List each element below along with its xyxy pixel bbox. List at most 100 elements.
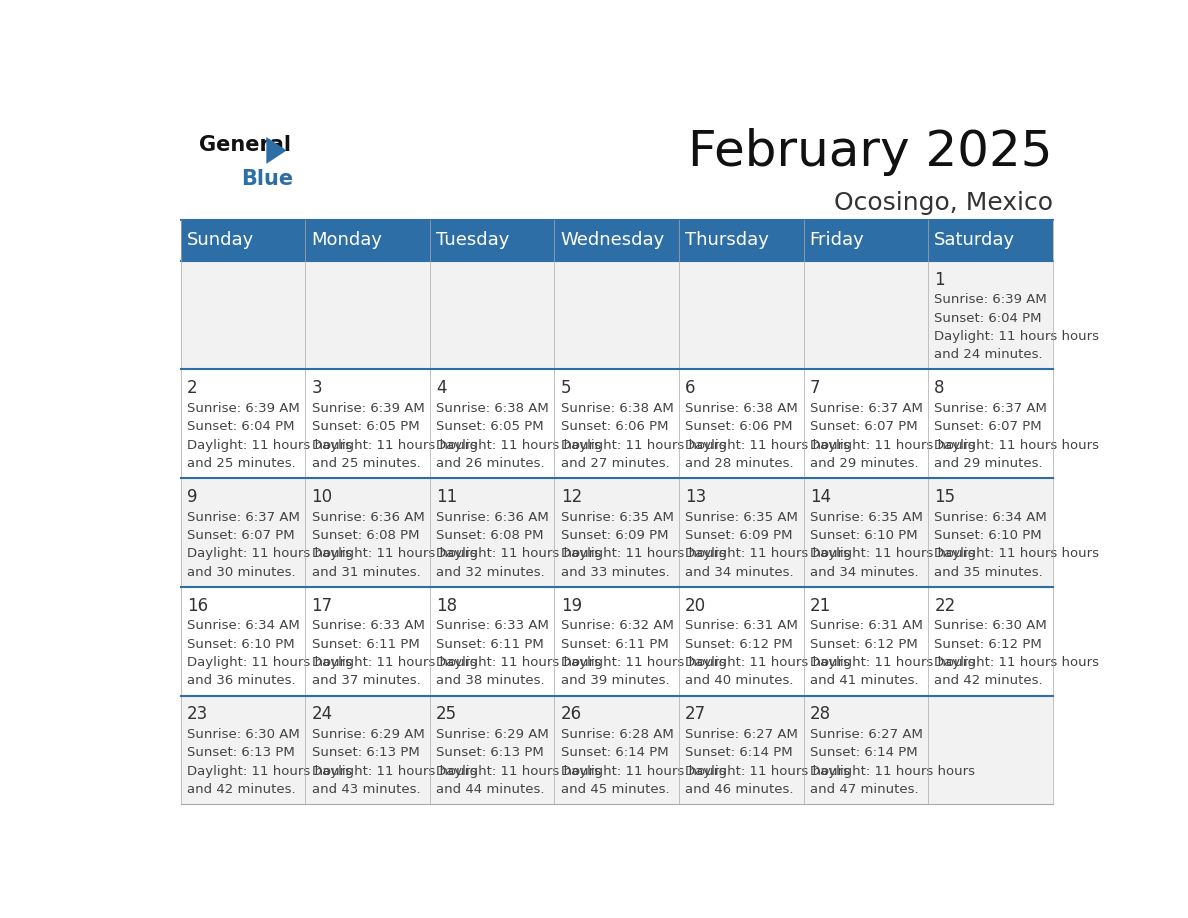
Text: Sunset: 6:12 PM: Sunset: 6:12 PM <box>810 638 917 651</box>
FancyBboxPatch shape <box>555 261 680 369</box>
Text: Daylight: 11 hours hours: Daylight: 11 hours hours <box>810 439 974 452</box>
FancyBboxPatch shape <box>555 369 680 478</box>
Text: 5: 5 <box>561 379 571 397</box>
Text: 8: 8 <box>934 379 944 397</box>
Text: February 2025: February 2025 <box>688 128 1053 176</box>
Text: Daylight: 11 hours hours: Daylight: 11 hours hours <box>685 656 851 669</box>
Text: Sunset: 6:09 PM: Sunset: 6:09 PM <box>685 529 792 542</box>
FancyBboxPatch shape <box>305 261 430 369</box>
Text: and 43 minutes.: and 43 minutes. <box>311 783 421 796</box>
Text: and 34 minutes.: and 34 minutes. <box>685 565 794 578</box>
Text: Sunrise: 6:33 AM: Sunrise: 6:33 AM <box>436 620 549 633</box>
Text: Sunrise: 6:32 AM: Sunrise: 6:32 AM <box>561 620 674 633</box>
FancyBboxPatch shape <box>305 369 430 478</box>
Text: Sunrise: 6:27 AM: Sunrise: 6:27 AM <box>810 728 923 741</box>
FancyBboxPatch shape <box>680 369 803 478</box>
Text: and 46 minutes.: and 46 minutes. <box>685 783 794 796</box>
FancyBboxPatch shape <box>928 696 1053 804</box>
FancyBboxPatch shape <box>555 587 680 696</box>
Text: Sunset: 6:07 PM: Sunset: 6:07 PM <box>187 529 295 542</box>
Text: Sunset: 6:10 PM: Sunset: 6:10 PM <box>934 529 1042 542</box>
Text: 26: 26 <box>561 705 582 723</box>
Text: Sunset: 6:12 PM: Sunset: 6:12 PM <box>934 638 1042 651</box>
FancyBboxPatch shape <box>680 587 803 696</box>
FancyBboxPatch shape <box>181 587 305 696</box>
Text: Daylight: 11 hours hours: Daylight: 11 hours hours <box>436 547 601 560</box>
Text: 9: 9 <box>187 488 197 506</box>
FancyBboxPatch shape <box>803 369 928 478</box>
FancyBboxPatch shape <box>430 369 555 478</box>
Text: Sunrise: 6:39 AM: Sunrise: 6:39 AM <box>187 402 299 415</box>
FancyBboxPatch shape <box>181 261 305 369</box>
Text: 2: 2 <box>187 379 197 397</box>
FancyBboxPatch shape <box>928 219 1053 261</box>
Text: Daylight: 11 hours hours: Daylight: 11 hours hours <box>561 656 726 669</box>
Text: 6: 6 <box>685 379 696 397</box>
Text: and 29 minutes.: and 29 minutes. <box>810 457 918 470</box>
Text: Daylight: 11 hours hours: Daylight: 11 hours hours <box>934 547 1099 560</box>
Text: 21: 21 <box>810 597 830 615</box>
Polygon shape <box>266 137 286 164</box>
Text: Daylight: 11 hours hours: Daylight: 11 hours hours <box>311 765 476 778</box>
Text: Sunrise: 6:36 AM: Sunrise: 6:36 AM <box>436 510 549 524</box>
Text: Tuesday: Tuesday <box>436 231 510 249</box>
FancyBboxPatch shape <box>305 219 430 261</box>
Text: Thursday: Thursday <box>685 231 769 249</box>
Text: Wednesday: Wednesday <box>561 231 665 249</box>
Text: Sunset: 6:04 PM: Sunset: 6:04 PM <box>934 311 1042 325</box>
Text: 25: 25 <box>436 705 457 723</box>
Text: 12: 12 <box>561 488 582 506</box>
Text: Daylight: 11 hours hours: Daylight: 11 hours hours <box>561 547 726 560</box>
Text: and 35 minutes.: and 35 minutes. <box>934 565 1043 578</box>
Text: Sunset: 6:12 PM: Sunset: 6:12 PM <box>685 638 792 651</box>
FancyBboxPatch shape <box>803 219 928 261</box>
Text: 27: 27 <box>685 705 707 723</box>
Text: Sunset: 6:10 PM: Sunset: 6:10 PM <box>187 638 295 651</box>
Text: Sunrise: 6:38 AM: Sunrise: 6:38 AM <box>685 402 798 415</box>
Text: Sunset: 6:06 PM: Sunset: 6:06 PM <box>685 420 792 433</box>
FancyBboxPatch shape <box>928 261 1053 369</box>
FancyBboxPatch shape <box>181 696 305 804</box>
Text: General: General <box>200 135 291 155</box>
Text: Sunday: Sunday <box>187 231 254 249</box>
Text: Sunrise: 6:29 AM: Sunrise: 6:29 AM <box>311 728 424 741</box>
Text: 10: 10 <box>311 488 333 506</box>
Text: 28: 28 <box>810 705 830 723</box>
Text: Sunrise: 6:39 AM: Sunrise: 6:39 AM <box>311 402 424 415</box>
Text: Sunset: 6:09 PM: Sunset: 6:09 PM <box>561 529 668 542</box>
Text: Sunrise: 6:33 AM: Sunrise: 6:33 AM <box>311 620 424 633</box>
Text: and 41 minutes.: and 41 minutes. <box>810 675 918 688</box>
Text: 11: 11 <box>436 488 457 506</box>
Text: 19: 19 <box>561 597 582 615</box>
Text: Daylight: 11 hours hours: Daylight: 11 hours hours <box>187 439 352 452</box>
Text: Sunrise: 6:37 AM: Sunrise: 6:37 AM <box>934 402 1047 415</box>
Text: and 33 minutes.: and 33 minutes. <box>561 565 669 578</box>
Text: Sunrise: 6:29 AM: Sunrise: 6:29 AM <box>436 728 549 741</box>
Text: Daylight: 11 hours hours: Daylight: 11 hours hours <box>436 656 601 669</box>
Text: Sunset: 6:13 PM: Sunset: 6:13 PM <box>187 746 295 759</box>
FancyBboxPatch shape <box>928 478 1053 587</box>
FancyBboxPatch shape <box>555 696 680 804</box>
Text: Daylight: 11 hours hours: Daylight: 11 hours hours <box>187 547 352 560</box>
Text: and 34 minutes.: and 34 minutes. <box>810 565 918 578</box>
FancyBboxPatch shape <box>181 478 305 587</box>
Text: Sunset: 6:04 PM: Sunset: 6:04 PM <box>187 420 295 433</box>
Text: Sunset: 6:07 PM: Sunset: 6:07 PM <box>810 420 917 433</box>
Text: Sunset: 6:14 PM: Sunset: 6:14 PM <box>810 746 917 759</box>
Text: 7: 7 <box>810 379 820 397</box>
FancyBboxPatch shape <box>803 478 928 587</box>
Text: and 45 minutes.: and 45 minutes. <box>561 783 669 796</box>
Text: Daylight: 11 hours hours: Daylight: 11 hours hours <box>311 547 476 560</box>
FancyBboxPatch shape <box>181 219 305 261</box>
Text: Sunrise: 6:27 AM: Sunrise: 6:27 AM <box>685 728 798 741</box>
FancyBboxPatch shape <box>305 696 430 804</box>
FancyBboxPatch shape <box>430 696 555 804</box>
Text: Sunrise: 6:39 AM: Sunrise: 6:39 AM <box>934 294 1047 307</box>
Text: Sunset: 6:05 PM: Sunset: 6:05 PM <box>436 420 544 433</box>
Text: 4: 4 <box>436 379 447 397</box>
Text: 18: 18 <box>436 597 457 615</box>
Text: Friday: Friday <box>810 231 865 249</box>
FancyBboxPatch shape <box>680 261 803 369</box>
Text: Sunrise: 6:37 AM: Sunrise: 6:37 AM <box>810 402 923 415</box>
Text: and 40 minutes.: and 40 minutes. <box>685 675 794 688</box>
